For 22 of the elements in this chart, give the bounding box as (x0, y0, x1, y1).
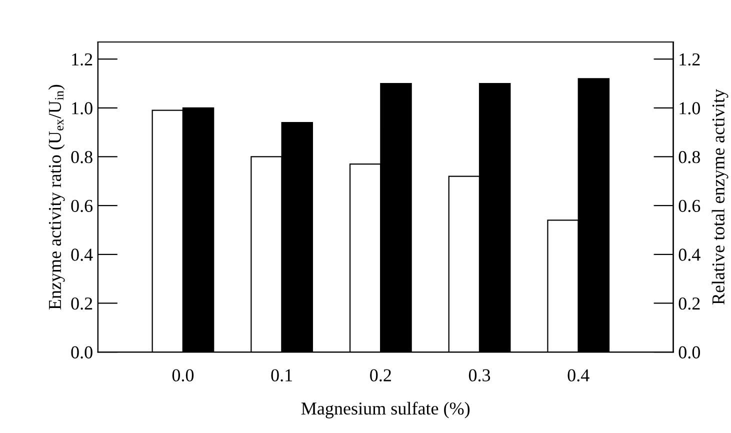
y2-axis-title: Relative total enzyme activity (712, 89, 728, 305)
y2-tick-label: 1.0 (680, 102, 700, 114)
y-tick-label: 0.0 (71, 346, 92, 359)
y-tick-label: 0.6 (71, 200, 93, 212)
x-tick-label: 0.2 (370, 369, 391, 382)
y2-tick-label: 1.2 (680, 53, 700, 66)
y2-tick-label: 0.0 (678, 346, 700, 359)
x-tick-label: 0.0 (172, 369, 194, 382)
y-tick-label: 0.8 (71, 150, 92, 164)
x-axis-title: Magnesium sulfate (%) (301, 402, 470, 418)
x-tick-label: 0.1 (271, 369, 292, 382)
y2-tick-label: 0.2 (678, 297, 700, 310)
y-tick-label: 0.4 (71, 248, 93, 261)
y2-tick-label: 0.8 (678, 150, 700, 164)
y-tick-label: 1.2 (72, 53, 92, 66)
x-tick-label: 0.4 (568, 369, 590, 382)
y2-tick-label: 0.6 (678, 200, 700, 212)
y-axis-title: Enzyme activity ratio (U$_{ex}$/U$_{in}$) (48, 84, 65, 310)
y-tick-label: 0.2 (71, 297, 92, 310)
y2-tick-label: 0.4 (678, 248, 700, 261)
y-tick-label: 1.0 (72, 102, 92, 114)
x-tick-label: 0.3 (468, 369, 490, 382)
